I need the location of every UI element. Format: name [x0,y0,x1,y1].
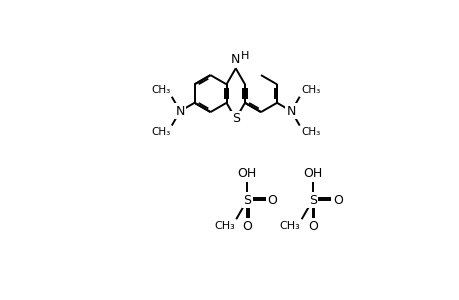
Text: OH: OH [302,167,322,180]
Text: H: H [241,51,249,62]
Text: CH₃: CH₃ [151,85,170,95]
Text: CH₃: CH₃ [301,85,320,95]
Text: N: N [286,105,296,118]
Text: CH₃: CH₃ [279,221,299,231]
Text: O: O [267,194,277,206]
Text: N: N [175,105,185,118]
Text: CH₃: CH₃ [213,221,234,231]
Text: CH₃: CH₃ [301,127,320,137]
Text: O: O [242,220,252,233]
Text: S: S [243,194,251,206]
Text: O: O [332,194,342,206]
Text: S: S [231,112,239,125]
Text: N: N [230,53,240,66]
Text: CH₃: CH₃ [151,127,170,137]
Text: O: O [307,220,317,233]
Text: S: S [308,194,316,206]
Text: OH: OH [237,167,257,180]
